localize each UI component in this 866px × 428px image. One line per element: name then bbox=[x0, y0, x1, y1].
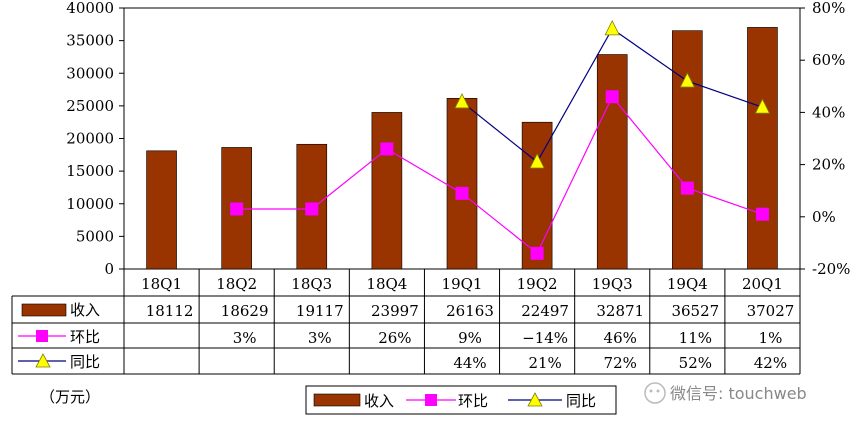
category-label: 18Q3 bbox=[291, 275, 332, 293]
revenue-bar bbox=[146, 150, 177, 270]
legend-label-mom: 环比 bbox=[458, 392, 488, 410]
table-cell: 18112 bbox=[146, 302, 194, 320]
right-tick-label: -20% bbox=[812, 260, 850, 278]
right-axis: -20% 0% 20% 40% 60% 80% bbox=[800, 0, 850, 278]
table-cell: 22497 bbox=[521, 302, 569, 320]
row-label-revenue: 收入 bbox=[70, 301, 100, 319]
right-tick-label: 80% bbox=[812, 0, 845, 17]
legend-label-yoy: 同比 bbox=[566, 392, 596, 410]
unit-label: （万元） bbox=[40, 388, 100, 406]
mom-marker bbox=[680, 181, 694, 195]
row-key-yoy bbox=[35, 353, 51, 368]
category-label: 19Q1 bbox=[442, 275, 483, 293]
category-label: 19Q2 bbox=[517, 275, 558, 293]
right-tick-label: 20% bbox=[812, 156, 845, 174]
left-tick-label: 35000 bbox=[66, 32, 114, 50]
left-axis: 0 5000 10000 15000 20000 25000 30000 35000 40000 bbox=[66, 0, 801, 278]
legend-label-revenue: 收入 bbox=[364, 392, 394, 410]
mom-marker bbox=[530, 246, 544, 260]
mom-marker bbox=[305, 202, 319, 216]
table-cell: 36527 bbox=[671, 302, 719, 320]
revenue-bar bbox=[596, 54, 628, 270]
mom-line bbox=[236, 95, 763, 255]
left-tick-label: 40000 bbox=[66, 0, 114, 17]
row-key-revenue bbox=[21, 303, 67, 317]
table-cell: −14% bbox=[522, 329, 568, 347]
revenue-bar bbox=[672, 30, 703, 270]
left-tick-label: 25000 bbox=[66, 97, 114, 115]
table-cell: 52% bbox=[679, 354, 712, 372]
category-label: 20Q1 bbox=[742, 275, 783, 293]
table-cell: 42% bbox=[754, 354, 787, 372]
yoy-marker bbox=[529, 153, 545, 169]
mom-marker bbox=[380, 142, 394, 156]
left-tick-label: 5000 bbox=[76, 227, 114, 245]
right-tick-label: 40% bbox=[812, 103, 845, 121]
legend-swatch-revenue bbox=[313, 393, 361, 407]
mom-marker bbox=[755, 207, 769, 221]
revenue-bar bbox=[446, 97, 478, 270]
row-label-mom: 环比 bbox=[70, 328, 100, 346]
yoy-marker bbox=[754, 98, 771, 114]
mom-marker bbox=[455, 186, 469, 200]
category-label: 18Q2 bbox=[216, 275, 257, 293]
table-cell: 21% bbox=[528, 354, 561, 372]
mom-marker bbox=[605, 90, 619, 104]
left-tick-label: 20000 bbox=[66, 130, 114, 148]
table-cell: 3% bbox=[233, 329, 257, 347]
mom-marker bbox=[230, 202, 244, 216]
ratio-lines bbox=[230, 19, 771, 260]
row-key-mom bbox=[36, 330, 48, 342]
right-tick-label: 60% bbox=[812, 51, 845, 69]
category-label: 18Q4 bbox=[366, 275, 407, 293]
yoy-marker bbox=[454, 93, 470, 109]
legend: 收入 环比 同比 bbox=[305, 385, 617, 415]
legend-swatch-yoy bbox=[527, 392, 543, 407]
table-cell: 23997 bbox=[371, 302, 419, 320]
left-tick-label: 0 bbox=[104, 260, 114, 278]
revenue-bar bbox=[521, 121, 553, 270]
revenue-bar bbox=[371, 112, 403, 270]
left-tick-label: 10000 bbox=[66, 195, 114, 213]
category-label: 19Q4 bbox=[667, 275, 708, 293]
yoy-marker bbox=[604, 19, 620, 36]
category-label: 18Q1 bbox=[141, 275, 182, 293]
right-tick-label: 0% bbox=[812, 208, 836, 226]
table-cell: 72% bbox=[604, 354, 637, 372]
table-cell: 1% bbox=[759, 329, 783, 347]
data-table: 18Q1 18Q2 18Q3 18Q4 19Q1 19Q2 19Q3 19Q4 20Q1 收入环比… bbox=[11, 269, 801, 375]
wechat-icon bbox=[644, 382, 666, 404]
left-tick-label: 30000 bbox=[66, 64, 114, 82]
table-cell: 26163 bbox=[446, 302, 494, 320]
category-label: 19Q3 bbox=[592, 275, 633, 293]
watermark: 微信号: touchweb bbox=[644, 382, 807, 404]
table-cell: 3% bbox=[308, 329, 332, 347]
table-cell: 44% bbox=[453, 354, 486, 372]
table-cell: 32871 bbox=[596, 302, 644, 320]
table-cell: 18629 bbox=[221, 302, 269, 320]
table-cell: 9% bbox=[458, 329, 482, 347]
table-cell: 37027 bbox=[747, 302, 795, 320]
table-cell: 19117 bbox=[296, 302, 344, 320]
left-tick-label: 15000 bbox=[66, 162, 114, 180]
revenue-bar bbox=[747, 27, 778, 270]
legend-swatch-mom bbox=[425, 394, 437, 406]
table-cell: 26% bbox=[378, 329, 411, 347]
yoy-marker bbox=[679, 72, 695, 88]
revenue-bars bbox=[146, 27, 778, 270]
watermark-text: 微信号: touchweb bbox=[670, 384, 807, 403]
table-cell: 46% bbox=[604, 329, 637, 347]
table-cell: 11% bbox=[679, 329, 712, 347]
row-label-yoy: 同比 bbox=[70, 353, 100, 371]
